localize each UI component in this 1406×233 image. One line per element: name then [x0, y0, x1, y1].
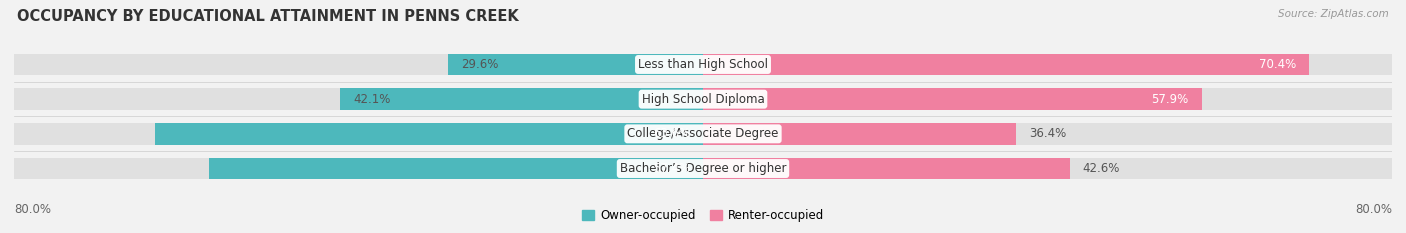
Text: 36.4%: 36.4% [1029, 127, 1067, 140]
Bar [703, 88, 1202, 110]
Text: High School Diploma: High School Diploma [641, 93, 765, 106]
Text: 57.4%: 57.4% [652, 162, 690, 175]
Text: 57.9%: 57.9% [1152, 93, 1188, 106]
Bar [14, 54, 1392, 75]
Text: 70.4%: 70.4% [1260, 58, 1296, 71]
Legend: Owner-occupied, Renter-occupied: Owner-occupied, Renter-occupied [578, 205, 828, 227]
Text: Less than High School: Less than High School [638, 58, 768, 71]
Bar [449, 54, 703, 75]
Bar [703, 158, 1070, 179]
Bar [703, 54, 1309, 75]
Text: College/Associate Degree: College/Associate Degree [627, 127, 779, 140]
Text: OCCUPANCY BY EDUCATIONAL ATTAINMENT IN PENNS CREEK: OCCUPANCY BY EDUCATIONAL ATTAINMENT IN P… [17, 9, 519, 24]
Bar [14, 158, 1392, 179]
Text: 29.6%: 29.6% [461, 58, 498, 71]
Text: Bachelor’s Degree or higher: Bachelor’s Degree or higher [620, 162, 786, 175]
Text: 80.0%: 80.0% [14, 203, 51, 216]
Bar [703, 123, 1017, 145]
Bar [155, 123, 703, 145]
Text: 80.0%: 80.0% [1355, 203, 1392, 216]
Text: Source: ZipAtlas.com: Source: ZipAtlas.com [1278, 9, 1389, 19]
Text: 63.6%: 63.6% [652, 127, 690, 140]
Bar [14, 88, 1392, 110]
Bar [208, 158, 703, 179]
Text: 42.6%: 42.6% [1083, 162, 1121, 175]
Bar [340, 88, 703, 110]
Bar [14, 123, 1392, 145]
Text: 42.1%: 42.1% [353, 93, 391, 106]
